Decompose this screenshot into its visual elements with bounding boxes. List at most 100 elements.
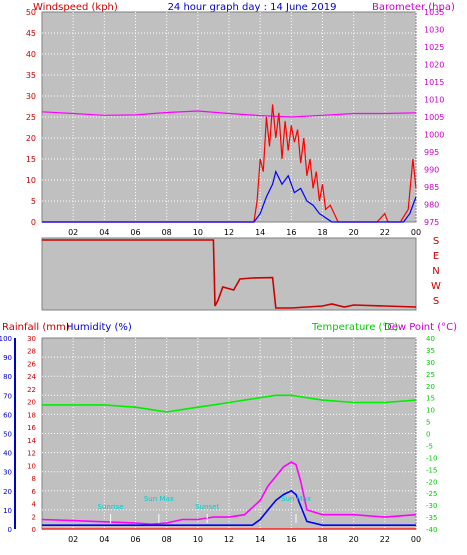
wind-y-tick-label: 30 <box>26 92 36 101</box>
wind-x-tick-label: 00 <box>411 228 421 237</box>
temperature-y-tick-label: 40 <box>426 335 435 343</box>
temp-x-tick-label: 02 <box>68 535 78 544</box>
wind-x-tick-label: 16 <box>286 228 296 237</box>
rain-y-tick-label: 8 <box>32 475 36 483</box>
barometer-y-tick-label: 975 <box>424 218 439 227</box>
temperature-y-tick-label: 30 <box>426 359 435 367</box>
humidity-y-tick-label: 80 <box>3 373 12 381</box>
temp-x-tick-label: 18 <box>317 535 327 544</box>
temperature-y-tick-label: -30 <box>426 502 437 510</box>
wind-y-tick-label: 10 <box>26 176 36 185</box>
wind-y-tick-label: 50 <box>26 8 36 17</box>
barometer-y-tick-label: 1010 <box>424 96 444 105</box>
wind-gust-line <box>42 104 417 223</box>
rain-y-tick-label: 6 <box>32 488 37 496</box>
direction-label: S <box>433 236 439 247</box>
direction-label: E <box>433 251 439 262</box>
temp-x-tick-label: 16 <box>286 535 296 544</box>
humidity-y-tick-label: 0 <box>8 526 12 534</box>
direction-plot-area <box>41 237 417 311</box>
barometer-y-tick-label: 995 <box>424 148 439 157</box>
temperature-y-tick-label: 15 <box>426 395 435 403</box>
temp-x-tick-label: 12 <box>224 535 234 544</box>
temp-x-tick-label: 20 <box>349 535 359 544</box>
wind-y-tick-label: 0 <box>31 218 36 227</box>
humidity-y-tick-label: 100 <box>0 335 12 343</box>
wind-x-tick-label: 08 <box>162 228 172 237</box>
rain-y-tick-label: 26 <box>27 360 36 368</box>
rain-y-tick-label: 30 <box>27 335 36 343</box>
wind-y-tick-label: 25 <box>26 113 36 122</box>
sun-event-label: Sun Max <box>144 495 174 503</box>
barometer-y-tick-label: 1005 <box>424 113 444 122</box>
temperature-y-tick-label: 0 <box>426 431 430 439</box>
temperature-y-tick-label: -5 <box>426 442 433 450</box>
barometer-y-tick-label: 1000 <box>424 131 444 140</box>
barometer-line <box>41 110 417 118</box>
barometer-y-tick-label: 1015 <box>424 78 444 87</box>
wind-x-tick-label: 22 <box>380 228 390 237</box>
temperature-humidity-panel: 02 04 06 08 10 12 14 16 18 20 22 000102030405060708… <box>0 335 437 544</box>
wind-y-tick-label: 5 <box>31 197 36 206</box>
direction-label: N <box>432 266 439 277</box>
rain-y-tick-label: 2 <box>32 513 36 521</box>
temperature-y-tick-label: -25 <box>426 490 437 498</box>
barometer-y-tick-label: 1030 <box>424 26 444 35</box>
temperature-y-tick-label: -35 <box>426 514 437 522</box>
sun-event-label: Sunrise <box>98 503 124 511</box>
barometer-y-tick-label: 1035 <box>424 8 444 17</box>
wind-x-tick-label: 10 <box>193 228 203 237</box>
graph-date-title: 24 hour graph day : 14 June 2019 <box>168 2 337 13</box>
rainfall-label: Rainfall (mm) <box>2 322 70 333</box>
barometer-y-tick-label: 1025 <box>424 43 444 52</box>
temperature-y-tick-label: 25 <box>426 371 435 379</box>
barometer-y-tick-label: 985 <box>424 183 439 192</box>
temperature-y-tick-label: -20 <box>426 478 437 486</box>
wind-y-tick-label: 40 <box>26 50 36 59</box>
temperature-y-tick-label: 5 <box>426 419 430 427</box>
humidity-label: Humidity (%) <box>66 322 132 333</box>
direction-label: W <box>431 281 441 292</box>
wind-y-tick-label: 20 <box>26 134 36 143</box>
wind-y-tick-label: 15 <box>26 155 36 164</box>
barometer-y-tick-label: 990 <box>424 166 439 175</box>
temp-x-tick-label: 22 <box>380 535 390 544</box>
humidity-y-tick-label: 30 <box>3 469 12 477</box>
humidity-line <box>42 489 416 527</box>
humidity-y-tick-label: 10 <box>3 507 12 515</box>
humidity-y-tick-label: 60 <box>3 411 12 419</box>
rain-y-tick-label: 16 <box>27 424 36 432</box>
dewpoint-label: Dew Point (°C) <box>384 322 457 333</box>
humidity-y-tick-label: 50 <box>3 431 12 439</box>
wind-y-tick-label: 35 <box>26 71 36 80</box>
temperature-label: Temperature (°C) <box>311 322 398 333</box>
wind-x-tick-label: 04 <box>99 228 109 237</box>
wind-x-tick-label: 06 <box>130 228 140 237</box>
humidity-y-tick-label: 90 <box>3 354 12 362</box>
wind-x-tick-label: 02 <box>68 228 78 237</box>
wind-avg-line <box>42 169 417 223</box>
temp-x-tick-label: 08 <box>162 535 172 544</box>
dew-point-line <box>41 461 417 526</box>
temp-x-tick-label: 14 <box>255 535 265 544</box>
temp-x-tick-label: 04 <box>99 535 109 544</box>
humidity-y-tick-label: 20 <box>3 488 12 496</box>
temp-x-tick-label: 06 <box>130 535 140 544</box>
rain-y-tick-label: 20 <box>27 399 36 407</box>
wind-x-tick-label: 12 <box>224 228 234 237</box>
rain-y-tick-label: 4 <box>32 501 37 509</box>
wind-x-tick-label: 14 <box>255 228 265 237</box>
sun-event-label: Sunset <box>195 503 219 511</box>
sun-event-label: Sun Max <box>281 495 311 503</box>
wind-x-tick-label: 20 <box>349 228 359 237</box>
direction-label: S <box>433 296 439 307</box>
temp-x-tick-label: 10 <box>193 535 203 544</box>
temperature-y-tick-label: 35 <box>426 347 435 355</box>
rain-y-tick-label: 12 <box>27 450 36 458</box>
rain-y-tick-label: 22 <box>27 386 36 394</box>
barometer-y-tick-label: 1020 <box>424 61 444 70</box>
temperature-y-tick-label: -15 <box>426 466 437 474</box>
wind-y-tick-label: 45 <box>26 29 36 38</box>
temperature-y-tick-label: -10 <box>426 454 437 462</box>
